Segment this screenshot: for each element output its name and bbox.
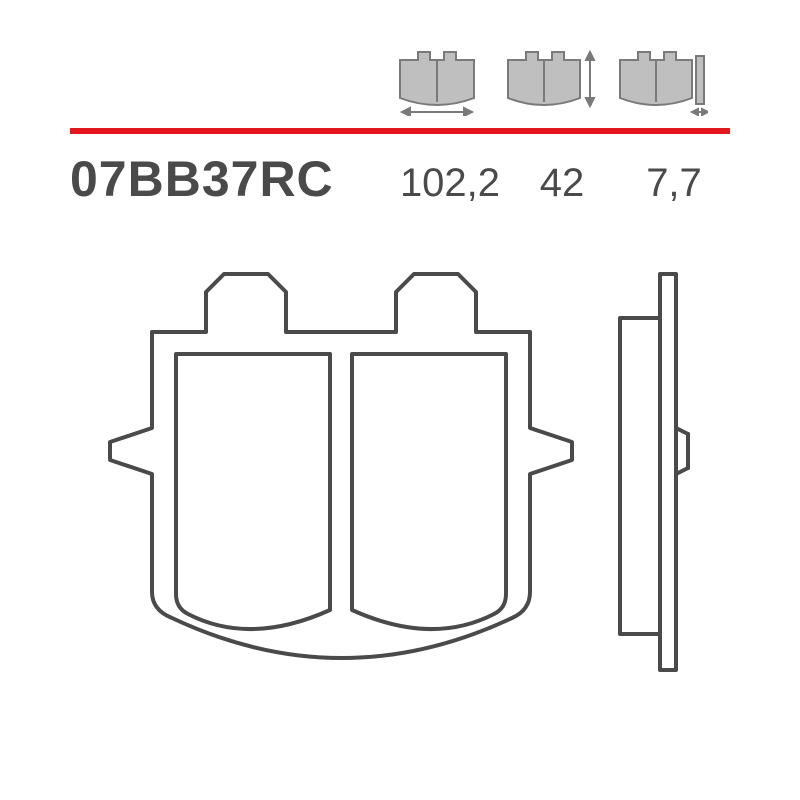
page-root: 07BB37RC 102,2 42 7,7 (0, 0, 800, 800)
spec-row: 07BB37RC 102,2 42 7,7 (70, 150, 730, 208)
height-icon (502, 38, 596, 116)
thickness-icon (614, 38, 708, 116)
dimensions: 102,2 42 7,7 (394, 161, 730, 206)
technical-drawing (60, 250, 740, 730)
header-icons (390, 38, 708, 116)
dim-thickness: 7,7 (618, 161, 730, 206)
part-number: 07BB37RC (70, 150, 334, 208)
dim-height: 42 (506, 161, 618, 206)
divider-line (70, 128, 730, 134)
dim-width: 102,2 (394, 161, 506, 206)
width-icon (390, 38, 484, 116)
